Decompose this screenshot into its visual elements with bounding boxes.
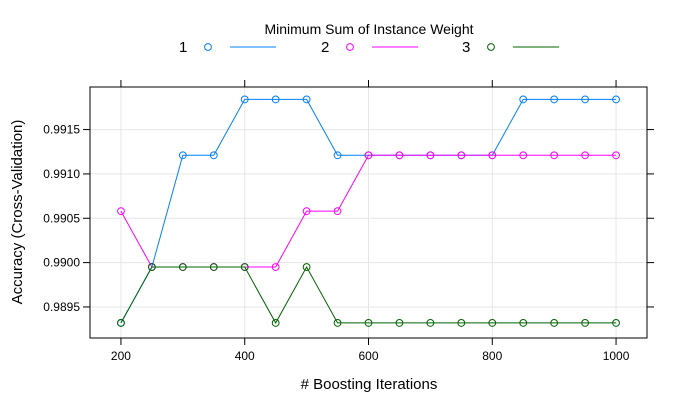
data-point: [426, 319, 435, 327]
x-axis-title: # Boosting Iterations: [301, 376, 438, 393]
data-point: [240, 263, 249, 271]
data-point: [333, 151, 342, 160]
y-tick-label: 0.9905: [43, 211, 80, 225]
legend-label: 2: [321, 39, 329, 56]
y-tick-label: 0.9900: [43, 256, 80, 270]
data-point: [519, 319, 528, 327]
data-point: [612, 95, 620, 104]
data-point: [271, 263, 280, 271]
data-point: [302, 207, 311, 216]
data-point: [426, 151, 435, 160]
legend-point: [204, 43, 212, 51]
y-tick-label: 0.9895: [43, 300, 80, 314]
data-point: [364, 151, 373, 160]
x-tick-label: 400: [235, 349, 255, 363]
legend-item-2: 2: [321, 39, 418, 56]
data-point: [395, 319, 404, 327]
data-point: [333, 319, 342, 327]
legend: 1 2 3: [179, 39, 559, 56]
legend-point: [346, 43, 354, 51]
data-point: [302, 95, 311, 104]
x-tick-label: 600: [358, 349, 378, 363]
x-tick-label: 800: [482, 349, 502, 363]
x-tick-label: 200: [111, 349, 131, 363]
data-point: [488, 151, 497, 160]
data-point: [550, 95, 559, 104]
y-tick-label: 0.9915: [43, 123, 80, 137]
data-point: [302, 263, 311, 271]
data-point: [117, 207, 125, 216]
legend-title: Minimum Sum of Instance Weight: [264, 21, 473, 37]
data-point: [209, 151, 218, 160]
data-point: [457, 319, 466, 327]
data-point: [581, 151, 590, 160]
data-point: [519, 95, 528, 104]
data-point: [581, 95, 590, 104]
legend-item-3: 3: [462, 39, 559, 56]
series-layer: [117, 95, 620, 327]
y-tick-label: 0.9910: [43, 167, 80, 181]
x-tick-label: 1000: [603, 349, 630, 363]
data-point: [240, 95, 249, 104]
data-point: [519, 151, 528, 160]
data-point: [612, 319, 620, 327]
data-point: [581, 319, 590, 327]
legend-point: [487, 43, 495, 51]
data-point: [147, 263, 156, 271]
data-point: [550, 319, 559, 327]
data-point: [488, 319, 497, 327]
axes: 200 400 600 800 1000 0.9895 0.9900 0.9905 0.9910…: [43, 80, 654, 363]
series-3: [117, 263, 620, 327]
data-point: [457, 151, 466, 160]
data-point: [117, 319, 125, 327]
data-point: [178, 263, 187, 271]
data-point: [550, 151, 559, 160]
data-point: [395, 151, 404, 160]
grid: [90, 87, 647, 338]
data-point: [612, 151, 620, 160]
data-point: [209, 263, 218, 271]
data-point: [333, 207, 342, 216]
data-point: [178, 151, 187, 160]
data-point: [271, 95, 280, 104]
legend-label: 1: [179, 39, 187, 56]
data-point: [364, 319, 373, 327]
y-axis-title: Accuracy (Cross-Validation): [9, 120, 26, 305]
series-line: [120, 266, 617, 324]
data-point: [271, 319, 280, 327]
legend-label: 3: [462, 39, 470, 56]
legend-item-1: 1: [179, 39, 276, 56]
